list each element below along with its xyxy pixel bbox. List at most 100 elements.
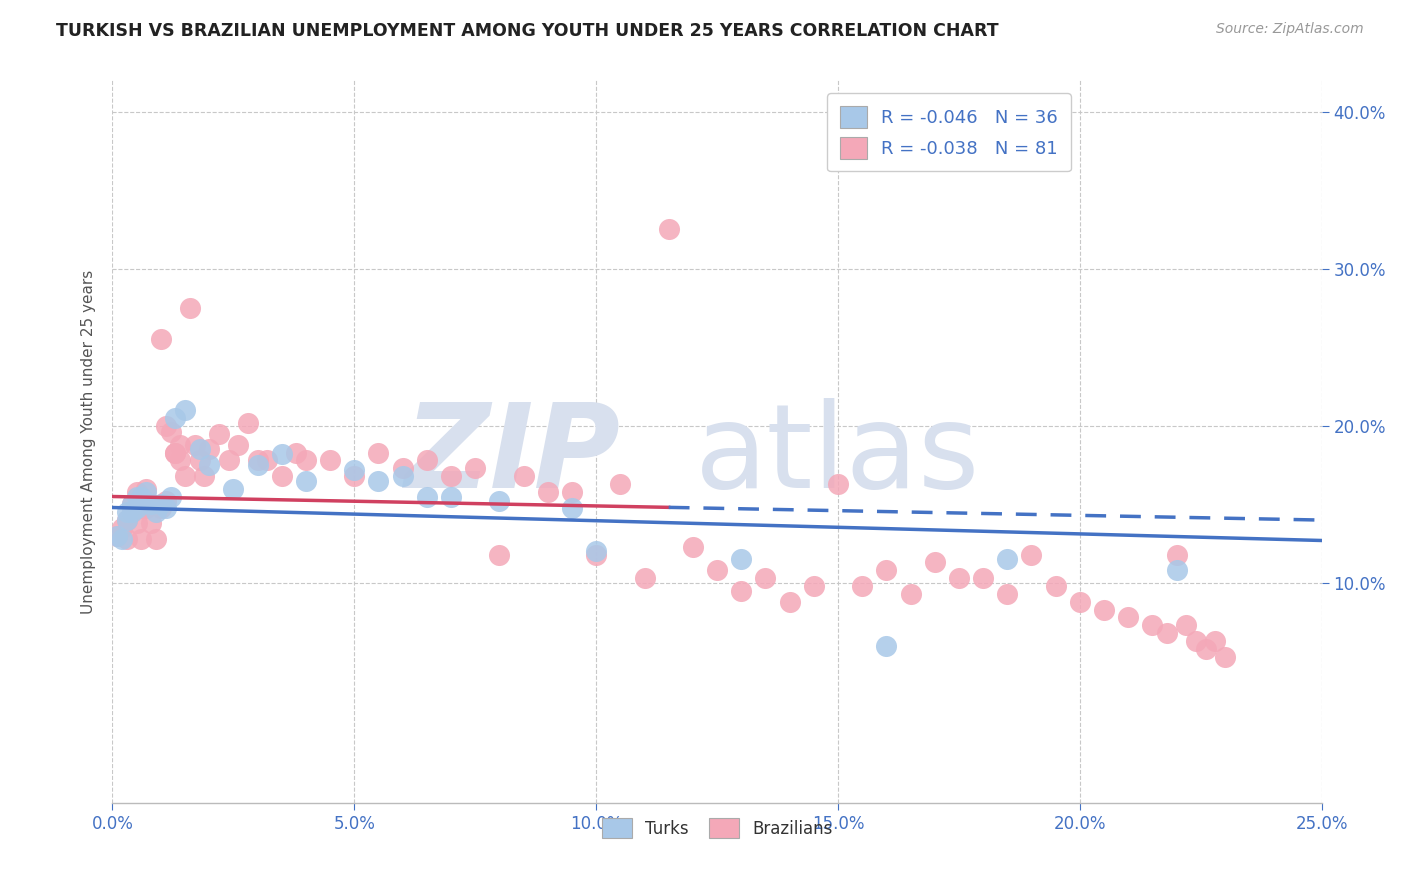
Point xyxy=(1045,579,1067,593)
Point xyxy=(464,461,486,475)
Point xyxy=(165,445,187,459)
Point xyxy=(270,469,292,483)
Point xyxy=(115,532,138,546)
Point xyxy=(135,482,157,496)
Point xyxy=(115,505,138,519)
Point xyxy=(218,453,240,467)
Point xyxy=(111,521,134,535)
Point xyxy=(706,563,728,577)
Point xyxy=(188,442,211,457)
Point xyxy=(131,490,153,504)
Point xyxy=(416,453,439,467)
Point xyxy=(174,403,197,417)
Point xyxy=(165,411,187,425)
Point xyxy=(1069,595,1091,609)
Point xyxy=(125,490,148,504)
Point xyxy=(1021,548,1043,562)
Point xyxy=(246,458,269,472)
Point xyxy=(135,500,157,515)
Point xyxy=(440,490,463,504)
Point xyxy=(145,505,167,519)
Point xyxy=(270,447,292,461)
Point xyxy=(295,453,318,467)
Point xyxy=(179,301,201,315)
Point xyxy=(159,490,181,504)
Legend: Turks, Brazilians: Turks, Brazilians xyxy=(595,812,839,845)
Point xyxy=(159,425,181,439)
Text: ZIP: ZIP xyxy=(405,399,620,514)
Point xyxy=(115,513,138,527)
Point xyxy=(149,500,172,515)
Point xyxy=(183,438,205,452)
Point xyxy=(682,540,704,554)
Point xyxy=(155,494,177,508)
Point xyxy=(105,529,128,543)
Point xyxy=(125,484,148,499)
Point xyxy=(131,500,153,515)
Point xyxy=(924,556,946,570)
Point xyxy=(149,497,172,511)
Point xyxy=(165,445,187,459)
Point xyxy=(105,529,128,543)
Point xyxy=(169,453,191,467)
Point xyxy=(972,571,994,585)
Point xyxy=(827,477,849,491)
Point xyxy=(121,505,143,519)
Point xyxy=(658,222,681,236)
Point xyxy=(730,583,752,598)
Point xyxy=(367,445,389,459)
Point xyxy=(222,482,245,496)
Point xyxy=(1185,634,1208,648)
Point xyxy=(730,552,752,566)
Point xyxy=(1213,649,1236,664)
Point xyxy=(633,571,655,585)
Point xyxy=(391,461,413,475)
Point xyxy=(149,333,172,347)
Point xyxy=(155,418,177,433)
Point xyxy=(995,587,1018,601)
Point xyxy=(145,532,167,546)
Text: atlas: atlas xyxy=(696,399,980,514)
Point xyxy=(121,505,143,519)
Point xyxy=(1175,618,1198,632)
Point xyxy=(343,469,366,483)
Point xyxy=(1156,626,1178,640)
Point xyxy=(169,438,191,452)
Point xyxy=(416,490,439,504)
Point xyxy=(125,516,148,531)
Point xyxy=(1166,548,1188,562)
Point xyxy=(111,532,134,546)
Point xyxy=(1116,610,1139,624)
Point xyxy=(900,587,922,601)
Point xyxy=(141,516,163,531)
Point xyxy=(121,497,143,511)
Point xyxy=(754,571,776,585)
Point xyxy=(1092,602,1115,616)
Point xyxy=(512,469,534,483)
Point xyxy=(121,497,143,511)
Point xyxy=(295,474,318,488)
Point xyxy=(875,639,897,653)
Point xyxy=(115,513,138,527)
Point xyxy=(141,497,163,511)
Point xyxy=(155,500,177,515)
Point xyxy=(488,494,510,508)
Point xyxy=(125,500,148,515)
Point xyxy=(135,484,157,499)
Point xyxy=(803,579,825,593)
Point xyxy=(256,453,278,467)
Point xyxy=(948,571,970,585)
Point xyxy=(236,416,259,430)
Point xyxy=(141,497,163,511)
Point xyxy=(537,484,560,499)
Point xyxy=(1194,641,1216,656)
Point xyxy=(198,458,221,472)
Point xyxy=(779,595,801,609)
Point xyxy=(226,438,249,452)
Point xyxy=(995,552,1018,566)
Point xyxy=(319,453,342,467)
Point xyxy=(188,453,211,467)
Point xyxy=(440,469,463,483)
Point xyxy=(198,442,221,457)
Point xyxy=(174,469,197,483)
